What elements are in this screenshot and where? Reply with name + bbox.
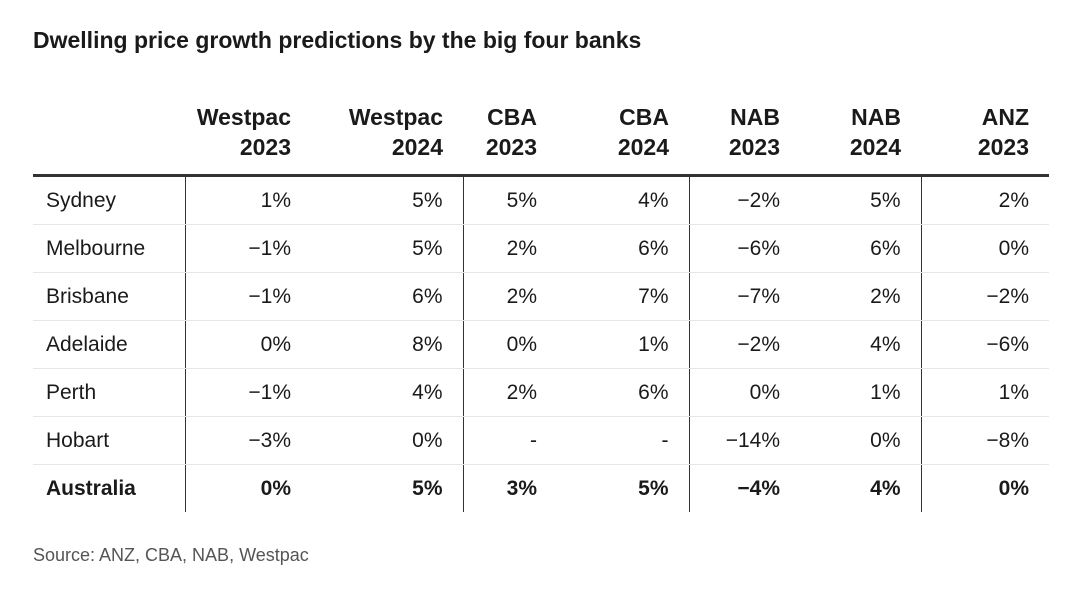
table-row: Hobart −3% 0% - - −14% 0% −8% bbox=[33, 416, 1049, 465]
table-row: Adelaide 0% 8% 0% 1% −2% 4% −6% bbox=[33, 320, 1049, 369]
column-header-year: 2024 bbox=[849, 134, 901, 160]
data-table: Westpac 2023 Westpac 2024 CBA 2023 CBA 2… bbox=[33, 102, 1049, 512]
table-cell: 1% bbox=[557, 320, 690, 369]
column-header-year: 2024 bbox=[617, 134, 669, 160]
table-cell: 2% bbox=[921, 175, 1049, 225]
table-cell: 0% bbox=[921, 224, 1049, 273]
table-cell: −1% bbox=[185, 368, 311, 417]
table-cell: 6% bbox=[557, 368, 690, 417]
source-note: Source: ANZ, CBA, NAB, Westpac bbox=[33, 545, 309, 565]
row-label: Hobart bbox=[33, 416, 186, 465]
table-cell: 5% bbox=[557, 464, 690, 512]
table-cell: 4% bbox=[557, 175, 690, 225]
column-header-bank: NAB bbox=[730, 104, 780, 130]
table-row: Melbourne −1% 5% 2% 6% −6% 6% 0% bbox=[33, 224, 1049, 273]
table-cell: −8% bbox=[921, 416, 1049, 465]
table-cell: −1% bbox=[185, 272, 311, 321]
table-cell: 6% bbox=[800, 224, 922, 273]
row-label: Brisbane bbox=[33, 272, 186, 321]
table-cell: 2% bbox=[800, 272, 922, 321]
table-cell: 8% bbox=[311, 320, 464, 369]
table-cell: 4% bbox=[800, 320, 922, 369]
table-cell: 0% bbox=[311, 416, 464, 465]
column-header-bank: Westpac bbox=[196, 104, 291, 130]
row-label: Adelaide bbox=[33, 320, 186, 369]
table-cell: 5% bbox=[463, 175, 557, 225]
table-cell: −2% bbox=[689, 320, 800, 369]
column-header: CBA 2023 bbox=[463, 102, 557, 177]
table-cell: 5% bbox=[311, 464, 464, 512]
column-header: NAB 2023 bbox=[689, 102, 800, 177]
table-cell: 1% bbox=[800, 368, 922, 417]
column-header: CBA 2024 bbox=[557, 102, 689, 177]
column-header: NAB 2024 bbox=[800, 102, 921, 177]
chart-title: Dwelling price growth predictions by the… bbox=[33, 27, 642, 53]
table-cell: −14% bbox=[689, 416, 800, 465]
table-cell: 5% bbox=[800, 175, 922, 225]
table-cell: 4% bbox=[800, 464, 922, 512]
table-cell: −7% bbox=[689, 272, 800, 321]
row-label: Perth bbox=[33, 368, 186, 417]
row-label: Australia bbox=[33, 464, 186, 512]
column-header: Westpac 2023 bbox=[185, 102, 311, 177]
column-header: Westpac 2024 bbox=[311, 102, 463, 177]
table-cell: 1% bbox=[921, 368, 1049, 417]
column-header-bank: Westpac bbox=[348, 104, 443, 130]
column-header-bank: NAB bbox=[851, 104, 901, 130]
column-header-year: 2024 bbox=[391, 134, 443, 160]
table-cell: 2% bbox=[463, 368, 557, 417]
table-cell: −6% bbox=[921, 320, 1049, 369]
header-row: Westpac 2023 Westpac 2024 CBA 2023 CBA 2… bbox=[33, 102, 1049, 177]
table-cell: - bbox=[463, 416, 557, 465]
column-header-bank: CBA bbox=[487, 104, 537, 130]
table-row: Brisbane −1% 6% 2% 7% −7% 2% −2% bbox=[33, 272, 1049, 321]
table-cell: 0% bbox=[260, 476, 291, 500]
column-header-year: 2023 bbox=[977, 134, 1029, 160]
table-cell: 4% bbox=[311, 368, 464, 417]
column-header-bank: ANZ bbox=[981, 104, 1029, 130]
column-header-year: 2023 bbox=[239, 134, 291, 160]
table-cell: −2% bbox=[921, 272, 1049, 321]
table-cell: −2% bbox=[689, 175, 800, 225]
column-header-bank: CBA bbox=[619, 104, 669, 130]
table-cell: 0% bbox=[689, 368, 800, 417]
table-cell: 6% bbox=[557, 224, 690, 273]
table-cell: 0% bbox=[463, 320, 557, 369]
table-cell: 0% bbox=[998, 476, 1029, 500]
header-corner bbox=[33, 102, 185, 177]
table-cell: −6% bbox=[689, 224, 800, 273]
column-header-year: 2023 bbox=[728, 134, 780, 160]
row-label: Melbourne bbox=[33, 224, 186, 273]
column-header-year: 2023 bbox=[485, 134, 537, 160]
table-cell: 1% bbox=[185, 175, 311, 225]
table-cell: 0% bbox=[800, 416, 922, 465]
table-row: Sydney 1% 5% 5% 4% −2% 5% 2% bbox=[33, 175, 1049, 225]
table-cell: −1% bbox=[185, 224, 311, 273]
table-cell: 3% bbox=[506, 476, 537, 500]
row-label: Sydney bbox=[33, 175, 186, 225]
table-cell: 5% bbox=[311, 224, 464, 273]
table-cell: 6% bbox=[311, 272, 464, 321]
table-row: Perth −1% 4% 2% 6% 0% 1% 1% bbox=[33, 368, 1049, 417]
table-cell: −3% bbox=[185, 416, 311, 465]
table-cell: 2% bbox=[463, 272, 557, 321]
table-cell: 0% bbox=[185, 320, 311, 369]
column-header: ANZ 2023 bbox=[921, 102, 1049, 177]
data-table-container: Westpac 2023 Westpac 2024 CBA 2023 CBA 2… bbox=[33, 102, 1049, 512]
table-cell: −4% bbox=[737, 476, 780, 500]
table-row-total: Australia 0% 5% 3% 5% −4% 4% 0% bbox=[33, 464, 1049, 512]
table-cell: - bbox=[557, 416, 690, 465]
table-cell: 7% bbox=[557, 272, 690, 321]
table-cell: 5% bbox=[311, 175, 464, 225]
table-cell: 2% bbox=[463, 224, 557, 273]
